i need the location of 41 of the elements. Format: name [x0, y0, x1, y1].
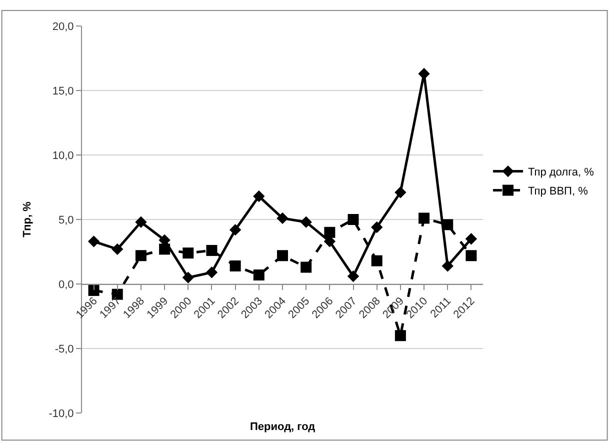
point — [465, 233, 478, 245]
point — [276, 212, 288, 224]
point — [135, 250, 146, 262]
y-tick-label: 15,0 — [52, 85, 74, 98]
point — [442, 219, 454, 230]
legend-label: Тпр ВВП, % — [528, 186, 588, 198]
point — [277, 250, 288, 262]
point — [371, 221, 383, 234]
point — [182, 272, 194, 284]
point — [300, 262, 312, 273]
y-tick-label: 5,0 — [58, 214, 74, 226]
point — [182, 248, 194, 259]
y-tick-label: 0,0 — [58, 278, 74, 291]
point — [159, 244, 170, 255]
point — [88, 284, 100, 296]
y-tick-label: -5,0 — [54, 343, 74, 356]
point — [253, 190, 265, 202]
y-tick-label: 20,0 — [52, 20, 74, 33]
point — [230, 260, 241, 272]
legend-label: Тпр долга, % — [528, 166, 594, 179]
point — [347, 270, 360, 282]
y-axis-title: Тпр, % — [21, 201, 34, 238]
point — [466, 250, 477, 262]
point — [324, 226, 336, 238]
point — [112, 243, 124, 256]
point — [394, 330, 406, 342]
point — [394, 186, 406, 198]
y-tick-label: -10,0 — [48, 408, 74, 420]
point — [418, 212, 430, 224]
point — [300, 216, 312, 228]
y-tick-label: 10,0 — [52, 150, 74, 162]
point — [253, 269, 264, 280]
point — [206, 244, 218, 256]
point — [229, 224, 242, 236]
point — [371, 255, 382, 266]
point — [206, 266, 218, 278]
x-axis-title: Период, год — [250, 421, 316, 433]
point — [348, 214, 359, 225]
point — [442, 260, 454, 272]
point — [135, 216, 147, 228]
point — [88, 236, 100, 248]
